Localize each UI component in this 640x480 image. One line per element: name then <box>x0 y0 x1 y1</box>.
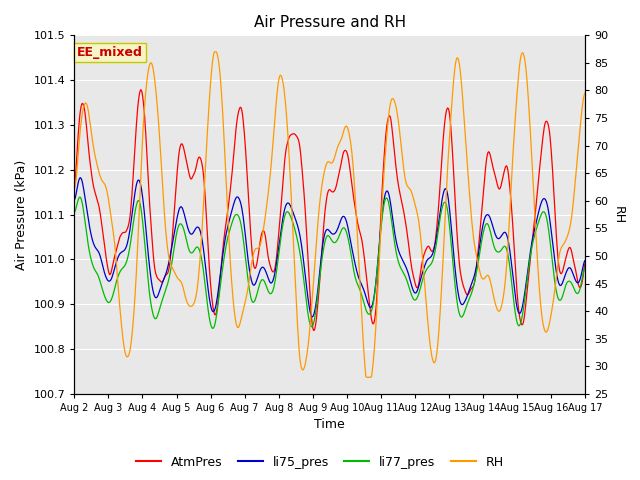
RH <box>460 101 467 107</box>
li77_pres <box>397 265 405 271</box>
AtmPres <box>581 260 589 266</box>
Line: li77_pres: li77_pres <box>74 197 585 328</box>
li75_pres <box>511 295 519 300</box>
li75_pres <box>70 197 78 203</box>
li75_pres <box>397 254 405 260</box>
AtmPres <box>70 184 78 190</box>
Y-axis label: RH: RH <box>612 205 625 224</box>
RH <box>397 142 405 147</box>
RH <box>70 186 78 192</box>
li77_pres <box>76 194 84 200</box>
li75_pres <box>76 175 84 180</box>
X-axis label: Time: Time <box>314 419 345 432</box>
Y-axis label: Air Pressure (kPa): Air Pressure (kPa) <box>15 159 28 270</box>
li75_pres <box>382 190 390 195</box>
AtmPres <box>460 282 467 288</box>
Line: li75_pres: li75_pres <box>74 178 585 317</box>
RH <box>369 368 376 374</box>
li77_pres <box>70 209 78 215</box>
Line: AtmPres: AtmPres <box>74 90 585 330</box>
RH <box>211 49 218 55</box>
li77_pres <box>382 196 390 202</box>
Title: Air Pressure and RH: Air Pressure and RH <box>253 15 406 30</box>
AtmPres <box>102 252 109 257</box>
AtmPres <box>310 327 318 333</box>
RH <box>511 112 519 118</box>
li77_pres <box>511 312 519 317</box>
li75_pres <box>581 257 589 263</box>
li77_pres <box>369 305 376 311</box>
li77_pres <box>102 297 110 303</box>
Legend: AtmPres, li75_pres, li77_pres, RH: AtmPres, li75_pres, li77_pres, RH <box>131 451 509 474</box>
Line: RH: RH <box>74 52 585 377</box>
li77_pres <box>581 264 589 270</box>
RH <box>102 183 109 189</box>
AtmPres <box>511 266 519 272</box>
Text: EE_mixed: EE_mixed <box>77 46 143 59</box>
li75_pres <box>102 275 110 281</box>
RH <box>581 90 589 96</box>
li75_pres <box>460 301 467 307</box>
li75_pres <box>369 302 376 308</box>
AtmPres <box>369 320 376 325</box>
li77_pres <box>460 312 467 318</box>
AtmPres <box>382 133 390 139</box>
AtmPres <box>397 195 405 201</box>
RH <box>363 374 371 380</box>
li77_pres <box>209 325 217 331</box>
li75_pres <box>308 314 316 320</box>
AtmPres <box>137 87 145 93</box>
RH <box>382 146 390 152</box>
